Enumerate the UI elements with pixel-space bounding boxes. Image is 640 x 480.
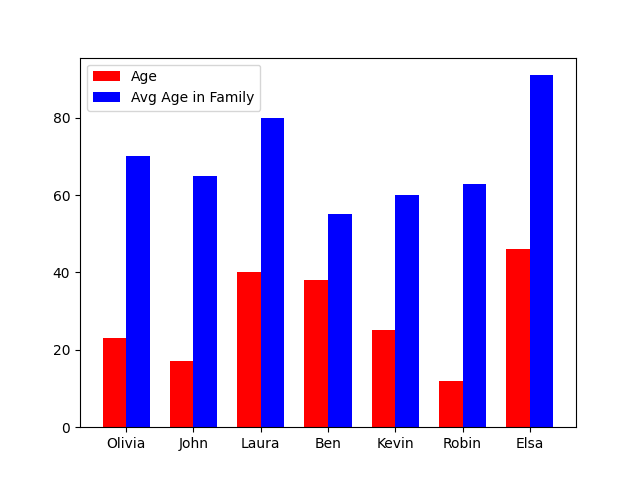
Bar (396, 195, 419, 427)
Bar (439, 381, 463, 427)
Bar (305, 280, 328, 427)
Bar (126, 156, 150, 427)
Bar (260, 118, 284, 427)
Bar (506, 249, 530, 427)
Bar (170, 361, 193, 427)
Bar (102, 338, 126, 427)
Bar (463, 183, 486, 427)
Bar (372, 331, 396, 427)
Bar (530, 75, 554, 427)
Bar (328, 215, 351, 427)
Bar (237, 273, 260, 427)
Bar (193, 176, 217, 427)
Legend: Age, Avg Age in Family: Age, Avg Age in Family (87, 64, 260, 110)
